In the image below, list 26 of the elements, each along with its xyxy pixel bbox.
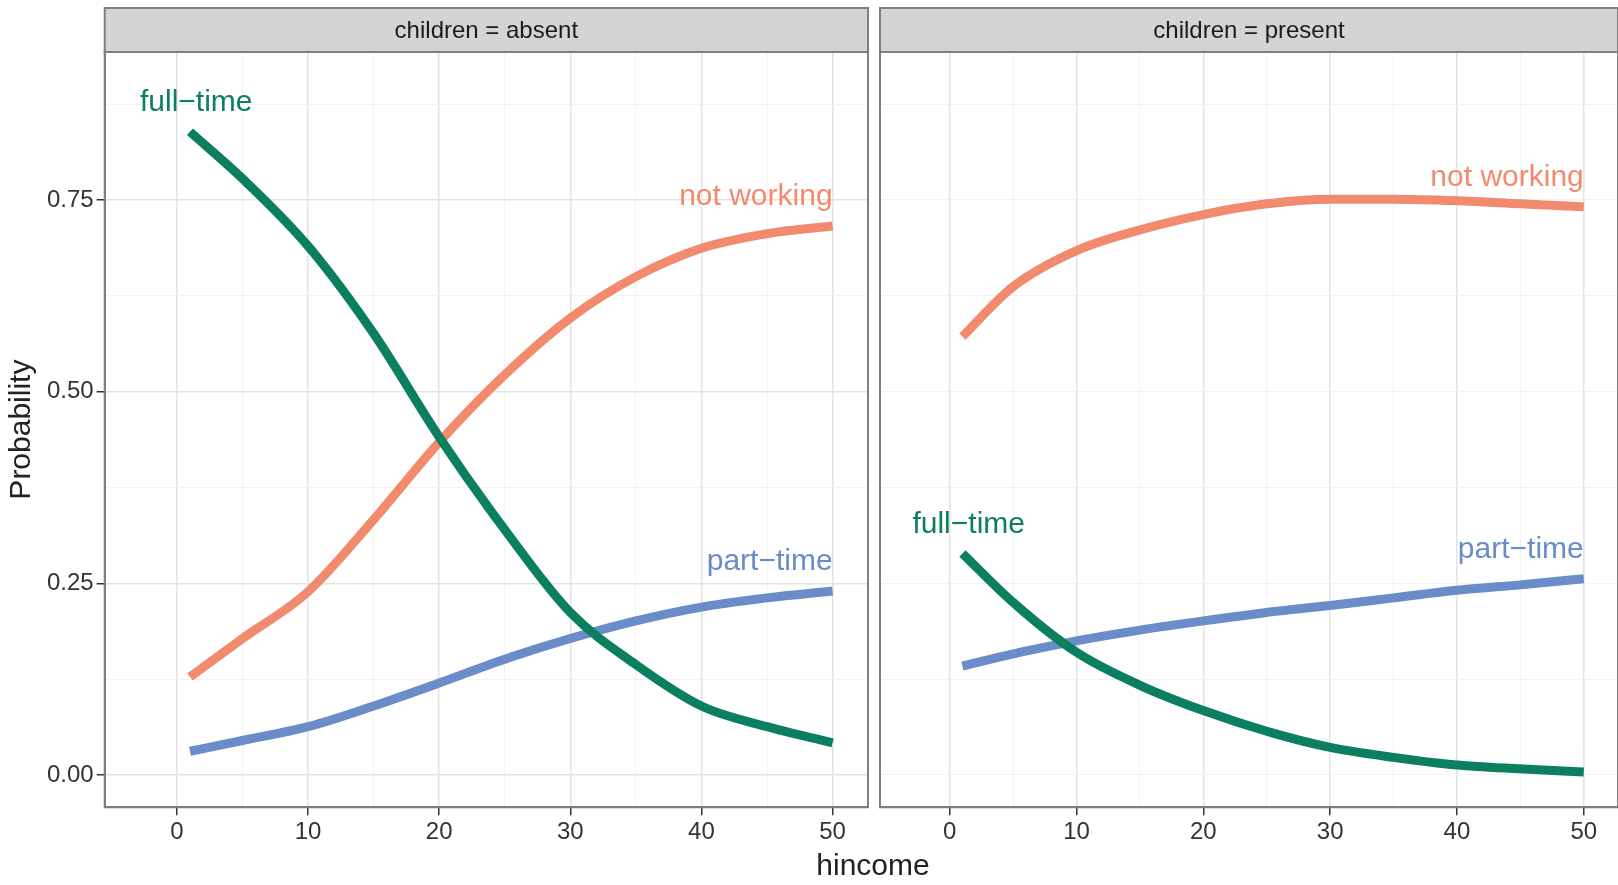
chart-title: children = absent bbox=[394, 15, 579, 43]
x-axis-title: hincome bbox=[815, 848, 931, 882]
x-tick-label: 20 bbox=[425, 817, 453, 845]
y-tick-label: 0.00 bbox=[46, 759, 94, 787]
y-tick-label: 0.50 bbox=[46, 376, 94, 404]
x-tick-label: 20 bbox=[1190, 817, 1217, 845]
x-tick-label: 10 bbox=[294, 817, 322, 845]
x-tick-label: 40 bbox=[1443, 817, 1471, 845]
x-tick-label: 30 bbox=[1316, 817, 1344, 845]
x-tick-label: 10 bbox=[1063, 817, 1090, 845]
series-label: part−time bbox=[1457, 530, 1584, 564]
x-tick-label: 0 bbox=[943, 817, 957, 845]
y-tick-label: 0.75 bbox=[46, 184, 94, 212]
y-axis-title: Probability bbox=[3, 359, 37, 500]
x-tick-label: 40 bbox=[688, 817, 715, 845]
x-tick-label: 0 bbox=[170, 817, 184, 845]
series-label: not working bbox=[1430, 159, 1584, 193]
x-tick-label: 30 bbox=[556, 817, 584, 845]
series-label: part−time bbox=[706, 543, 833, 577]
x-tick-label: 50 bbox=[1570, 817, 1598, 845]
chart-title: children = present bbox=[1153, 15, 1346, 43]
series-label: full−time bbox=[139, 84, 253, 117]
series-label: full−time bbox=[912, 505, 1025, 539]
x-tick-label: 50 bbox=[819, 817, 846, 845]
y-tick-label: 0.25 bbox=[46, 567, 94, 595]
series-label: not working bbox=[679, 178, 833, 212]
